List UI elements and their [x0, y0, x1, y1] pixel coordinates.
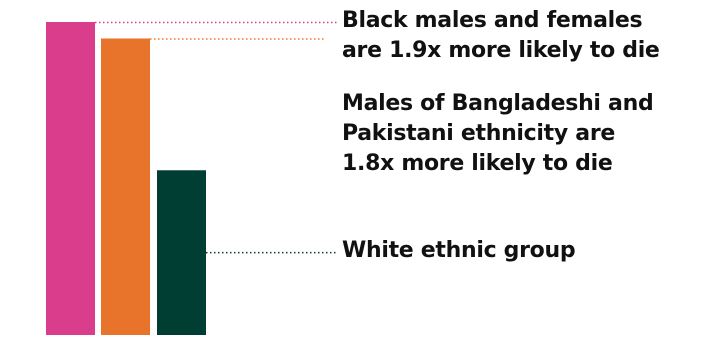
label-south-asian-multiplier: 1.8x: [342, 151, 394, 176]
label-black-post: more likely to die: [441, 38, 660, 63]
label-black-line1: Black males and females: [342, 8, 643, 33]
bar-south-asian: [101, 38, 150, 335]
label-white: White ethnic group: [342, 236, 576, 266]
label-black-multiplier: 1.9x: [389, 38, 442, 63]
label-black-line2: are 1.9x more likely to die: [342, 36, 660, 66]
bar-black: [46, 22, 95, 335]
label-south-asian-post: more likely to die: [393, 151, 613, 176]
label-black: Black males and females are 1.9x more li…: [342, 6, 660, 66]
label-south-asian-line2: Pakistani ethnicity are: [342, 121, 615, 146]
bar-white: [157, 170, 206, 335]
label-black-pre: are: [342, 38, 390, 63]
label-south-asian: Males of Bangladeshi and Pakistani ethni…: [342, 89, 654, 179]
label-south-asian-line3: 1.8x more likely to die: [342, 149, 653, 179]
label-south-asian-line1: Males of Bangladeshi and: [342, 91, 654, 116]
label-white-line1: White ethnic group: [342, 238, 576, 263]
